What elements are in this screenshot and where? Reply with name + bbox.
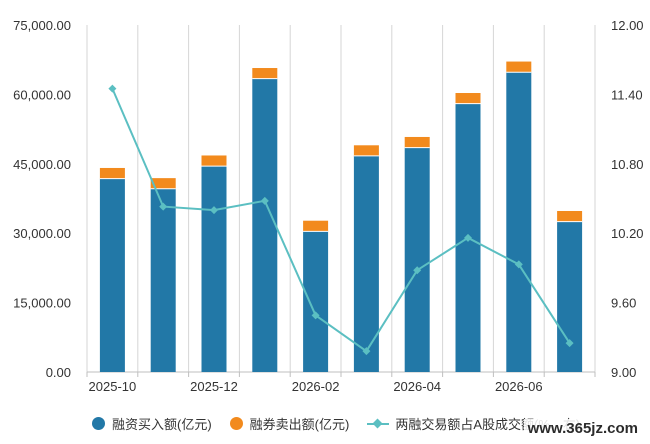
y-left-tick-label: 75,000.00 bbox=[13, 18, 71, 33]
legend-label-financing-buy: 融资买入额(亿元) bbox=[112, 417, 212, 432]
x-tick-label: 2025-12 bbox=[190, 379, 238, 394]
y-left-tick-label: 15,000.00 bbox=[13, 296, 71, 311]
y-right-tick-label: 10.80 bbox=[611, 157, 644, 172]
bar-financing-buy bbox=[99, 178, 125, 372]
grid-lines bbox=[86, 25, 596, 372]
line-series bbox=[108, 84, 574, 356]
y-right-tick-label: 11.40 bbox=[611, 87, 643, 102]
bar-financing-buy bbox=[353, 155, 379, 372]
ratio-point bbox=[159, 202, 168, 211]
ratio-point bbox=[210, 206, 218, 215]
bar-short-sell bbox=[404, 136, 430, 148]
y-left-tick-label: 0.00 bbox=[46, 365, 71, 380]
bar-short-sell bbox=[252, 68, 278, 79]
legend-item-financing-buy[interactable]: 融资买入额(亿元) bbox=[92, 414, 212, 433]
bar-short-sell bbox=[353, 145, 379, 156]
ratio-point bbox=[565, 339, 574, 348]
bar-short-sell bbox=[150, 178, 176, 189]
bar-financing-buy bbox=[252, 78, 278, 372]
bar-short-sell bbox=[506, 61, 532, 73]
ratio-line bbox=[111, 88, 571, 353]
x-tick-label: 2026-06 bbox=[495, 379, 543, 394]
legend: 融资买入额(亿元) 融券卖出额(亿元) 两融交易额占A股成交额(%，右) bbox=[92, 414, 598, 433]
ratio-point bbox=[260, 196, 269, 205]
y-left-tick-label: 60,000.00 bbox=[13, 87, 71, 102]
bar-short-sell bbox=[99, 167, 125, 179]
y-right-tick-label: 10.20 bbox=[611, 226, 644, 241]
bar-financing-buy bbox=[201, 166, 227, 372]
ratio-point bbox=[311, 311, 320, 320]
bar-short-sell bbox=[455, 93, 481, 104]
ratio-point bbox=[108, 84, 117, 93]
bar-short-sell bbox=[557, 210, 583, 222]
chart: 0.00 15,000.00 30,000.00 45,000.00 60,000.00… bbox=[13, 18, 643, 394]
ratio-point bbox=[514, 260, 523, 269]
bar-financing-buy bbox=[557, 221, 583, 372]
y-right-tick-label: 9.60 bbox=[611, 296, 636, 311]
ratio-point bbox=[464, 233, 472, 242]
legend-item-short-sell[interactable]: 融券卖出额(亿元) bbox=[229, 414, 350, 433]
ratio-point bbox=[362, 347, 371, 356]
legend-swatch-ratio bbox=[367, 417, 390, 430]
bar-financing-buy bbox=[303, 231, 329, 372]
axes bbox=[86, 371, 596, 377]
bar-short-sell bbox=[303, 220, 329, 232]
y-left-tick-label: 45,000.00 bbox=[13, 157, 71, 172]
ratio-point bbox=[413, 266, 422, 275]
legend-swatch-financing-buy bbox=[92, 417, 105, 430]
y-right-tick-label: 12.00 bbox=[611, 18, 644, 33]
bars bbox=[99, 61, 583, 373]
legend-label-short-sell: 融券卖出额(亿元) bbox=[249, 417, 350, 432]
legend-swatch-short-sell bbox=[229, 417, 243, 430]
bar-financing-buy bbox=[404, 147, 430, 372]
x-tick-label: 2026-02 bbox=[292, 379, 340, 394]
y-left-tick-label: 30,000.00 bbox=[13, 226, 71, 241]
bar-short-sell bbox=[201, 155, 227, 167]
x-tick-label: 2025-10 bbox=[89, 379, 137, 394]
bar-financing-buy bbox=[506, 72, 532, 372]
bar-financing-buy bbox=[150, 188, 176, 372]
watermark: www.365jz.com bbox=[523, 419, 642, 438]
tick-labels: 0.00 15,000.00 30,000.00 45,000.00 60,000.00… bbox=[13, 18, 643, 394]
x-tick-label: 2026-04 bbox=[393, 379, 441, 394]
y-right-tick-label: 9.00 bbox=[611, 365, 636, 380]
